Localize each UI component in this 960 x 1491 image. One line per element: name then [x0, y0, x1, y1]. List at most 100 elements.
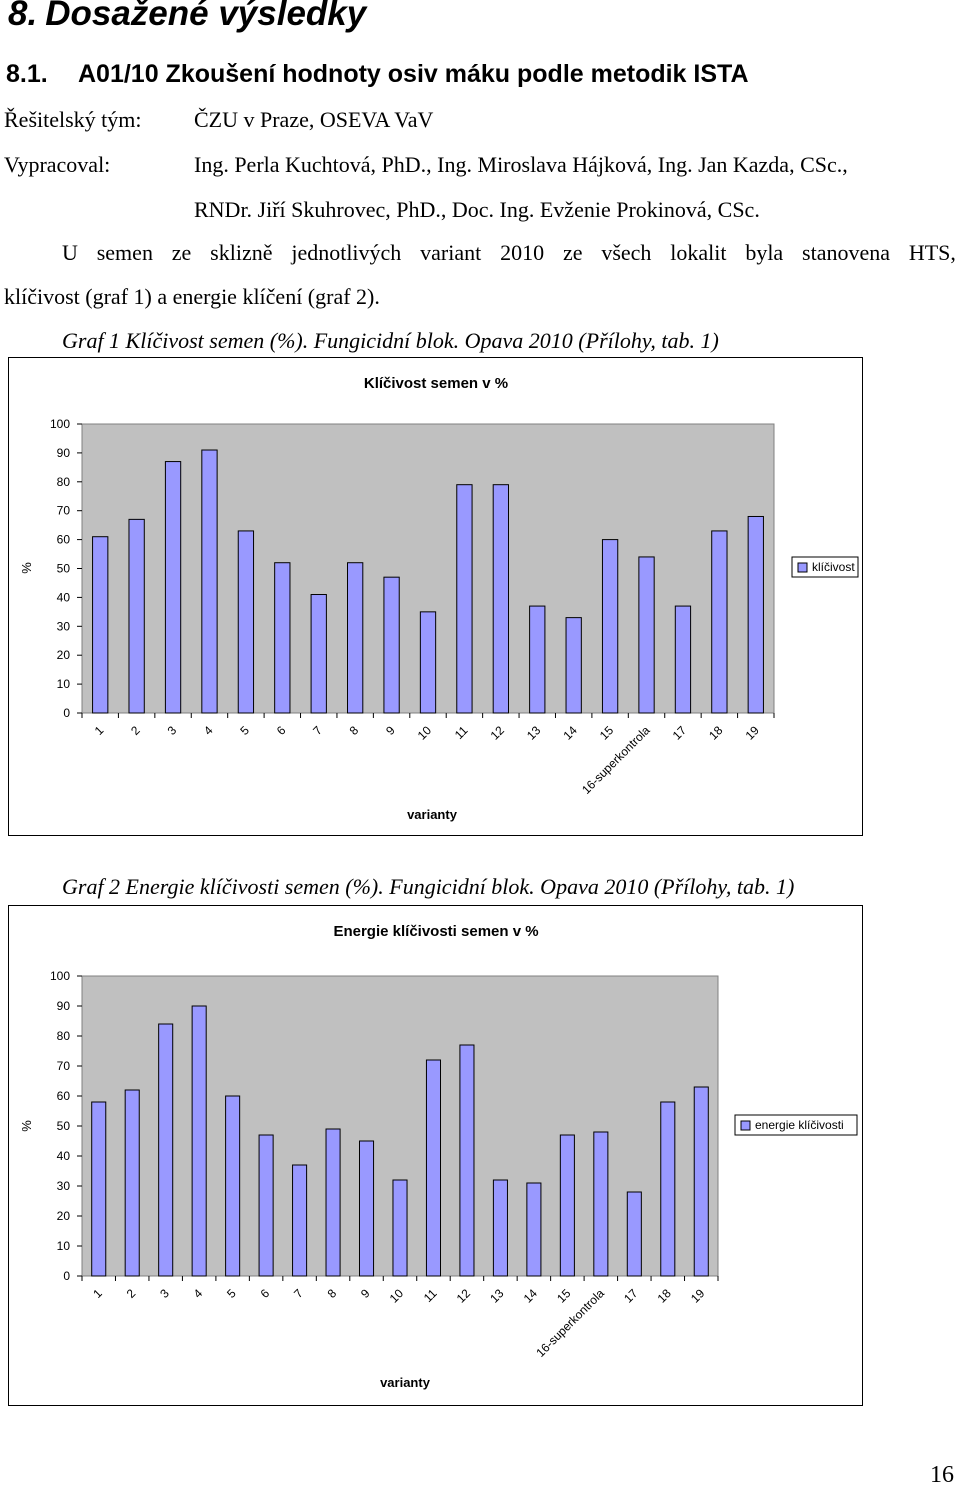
x-tick-label: 7	[310, 723, 325, 738]
y-tick-label: 70	[57, 1059, 71, 1073]
y-tick-label: 0	[63, 1269, 70, 1283]
chart-title: Energie klíčivosti semen v %	[333, 923, 538, 940]
x-tick-label: 16-superkontrola	[579, 723, 653, 797]
x-axis-label: varianty	[407, 807, 458, 822]
chart-1: Klíčivost semen v % 0 10 20 30 40 50 60 70 80 90 10…	[19, 375, 859, 822]
paragraph-word: HTS,	[908, 240, 956, 265]
x-tick-label: 11	[452, 723, 471, 742]
x-tick-label: 15	[554, 1286, 574, 1306]
figure-caption-1: Graf 1 Klíčivost semen (%). Fungicidní b…	[62, 328, 719, 353]
paragraph-word: variant	[420, 240, 482, 265]
y-tick-label: 100	[50, 969, 70, 983]
legend-box	[791, 556, 859, 578]
bar	[347, 562, 364, 714]
bar	[456, 484, 473, 714]
x-tick-label: 17	[670, 723, 690, 743]
subsection-heading: 8.1. A01/10 Zkoušení hodnoty osiv máku po…	[6, 60, 749, 89]
x-tick-label: 9	[358, 1286, 373, 1301]
x-tick-label: 18	[655, 1286, 675, 1306]
legend-swatch	[740, 1120, 751, 1131]
x-tick-label: 3	[165, 723, 180, 738]
y-tick-label: 80	[57, 1029, 71, 1043]
bar	[325, 1128, 341, 1277]
bar	[201, 449, 218, 714]
x-tick-label: 18	[706, 723, 726, 743]
chart-2: Energie klíčivosti semen v % 0 10 20 30 40 50 6…	[19, 923, 858, 1390]
bar	[419, 611, 437, 714]
bar	[237, 530, 255, 714]
y-tick-label: 40	[57, 1149, 71, 1163]
y-axis-label: %	[19, 562, 34, 574]
legend-swatch	[797, 562, 808, 573]
page-number: 16	[930, 1462, 954, 1488]
bar	[593, 1131, 609, 1277]
author-line-2: RNDr. Jiří Skuhrovec, PhD., Doc. Ing. Ev…	[194, 197, 760, 222]
x-tick-label: 17	[621, 1286, 641, 1306]
chart-1-frame: Klíčivost semen v % 0 10 20 30 40 50 60 70 80 90 10…	[8, 357, 863, 836]
y-tick-label: 20	[57, 648, 71, 662]
paragraph-word: stanovena	[802, 240, 891, 265]
y-tick-label: 90	[57, 999, 71, 1013]
subsection-number: 8.1.	[6, 60, 48, 88]
y-tick-label: 50	[57, 562, 71, 576]
bar	[626, 1191, 642, 1277]
bar	[747, 515, 764, 714]
bar	[274, 562, 291, 714]
y-tick-label: 10	[57, 677, 71, 691]
bar	[674, 605, 692, 714]
y-tick-label: 80	[57, 475, 71, 489]
bar	[225, 1095, 241, 1277]
paragraph-word: lokalit	[670, 240, 727, 265]
y-tick-label: 100	[50, 417, 70, 431]
y-tick-label: 10	[57, 1239, 71, 1253]
bar	[124, 1089, 140, 1277]
x-tick-label: 1	[92, 723, 107, 738]
author-label: Vypracoval:	[4, 152, 111, 177]
paragraph-word: U	[62, 240, 78, 265]
x-tick-label: 9	[383, 723, 398, 738]
bar	[601, 539, 619, 714]
paragraph-word: sklizně	[210, 240, 273, 265]
figure-caption-2: Graf 2 Energie klíčivosti semen (%). Fun…	[62, 874, 795, 899]
bar	[660, 1101, 676, 1277]
legend-label: klíčivost	[812, 560, 855, 574]
x-tick-label: 19	[743, 723, 763, 743]
bar	[292, 1164, 308, 1277]
paragraph-word: všech	[601, 240, 652, 265]
y-tick-label: 60	[57, 533, 71, 547]
bar	[358, 1140, 375, 1277]
bar	[128, 518, 145, 714]
bar	[158, 1023, 174, 1277]
bar	[191, 1005, 207, 1277]
y-tick-label: 50	[57, 1119, 71, 1133]
y-tick-label: 30	[57, 619, 71, 633]
x-tick-label: 11	[421, 1286, 440, 1305]
x-tick-label: 13	[487, 1286, 507, 1306]
paragraph-word: semen	[96, 240, 153, 265]
legend-label: energie klíčivosti	[755, 1118, 844, 1132]
legend-box	[734, 1114, 858, 1136]
y-axis-label: %	[19, 1120, 34, 1132]
y-tick-label: 70	[57, 504, 71, 518]
x-tick-label: 14	[521, 1286, 541, 1306]
paragraph-word: 2010	[500, 240, 545, 265]
x-tick-label: 3	[157, 1286, 172, 1301]
x-tick-label: 15	[597, 723, 617, 743]
x-tick-label: 4	[191, 1286, 206, 1301]
x-tick-label: 1	[90, 1286, 105, 1301]
paragraph-word: ze	[171, 240, 192, 265]
bar	[310, 594, 327, 714]
chart-2-frame: Energie klíčivosti semen v % 0 10 20 30 40 50 6…	[8, 905, 863, 1406]
x-tick-label: 6	[274, 723, 289, 738]
author-line-1: Ing. Perla Kuchtová, PhD., Ing. Miroslav…	[194, 152, 848, 177]
bar	[565, 617, 582, 714]
y-tick-label: 90	[57, 446, 71, 460]
x-tick-label: 10	[415, 723, 435, 743]
x-tick-label: 8	[347, 723, 362, 738]
paragraph-word: jednotlivých	[291, 240, 402, 265]
bar	[164, 461, 182, 714]
bar	[425, 1059, 442, 1277]
x-axis-label: varianty	[380, 1375, 431, 1390]
section-number: 8.	[8, 0, 38, 33]
